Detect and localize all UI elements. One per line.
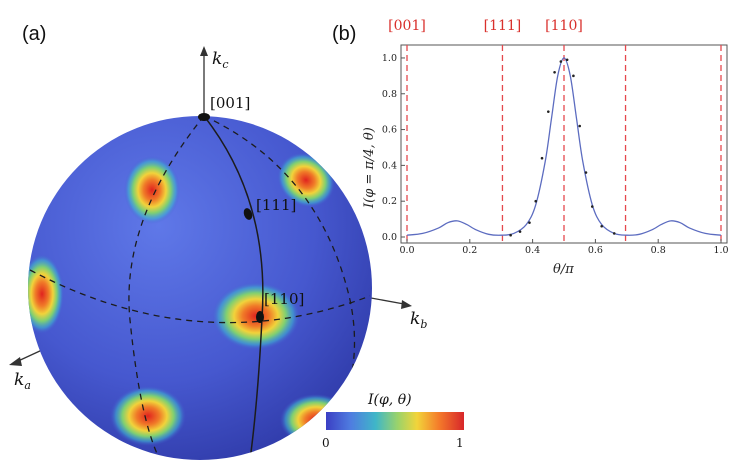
panel-a-label: (a) xyxy=(22,23,46,45)
data-point xyxy=(518,230,522,233)
intensity-plot: [001] [111] [110] 0.0 0.2 0.4 0.6 0.8 1.0 0.0 0.2… xyxy=(362,18,729,277)
kc-axis-label: kc xyxy=(212,49,228,71)
theory-curve xyxy=(406,57,722,236)
colorbar-title: I(φ, θ) xyxy=(367,392,412,408)
label-110: [110] xyxy=(264,290,304,308)
colorbar-gradient xyxy=(326,412,464,430)
vertical-marker-layer: [001] [111] [110] xyxy=(388,18,722,243)
x-tick-label: 0.0 xyxy=(399,245,414,256)
data-point xyxy=(612,232,616,235)
data-points xyxy=(509,58,616,237)
kb-axis-label: kb xyxy=(410,309,427,331)
colorbar-max-label: 1 xyxy=(456,436,464,450)
y-tick-label: 0.2 xyxy=(382,196,397,207)
meridian-dashed-right xyxy=(203,116,356,441)
hotspot xyxy=(124,156,180,224)
data-point xyxy=(584,171,588,174)
data-point xyxy=(528,221,531,224)
kc-axis-arrowhead xyxy=(200,46,208,56)
data-point xyxy=(509,233,512,237)
y-tick-label: 0.8 xyxy=(382,89,397,100)
data-point xyxy=(547,110,550,113)
y-tick-label: 0.6 xyxy=(382,125,397,136)
y-tick-label: 1.0 xyxy=(382,53,397,64)
x-tick-label: 0.4 xyxy=(525,245,540,256)
hotspot xyxy=(28,254,64,334)
plot-frame xyxy=(400,44,728,244)
kb-axis-arrowhead xyxy=(401,300,412,309)
y-tick-label: 0.4 xyxy=(382,160,397,171)
data-point xyxy=(559,60,563,63)
marker-label: [110] xyxy=(545,18,583,34)
data-point xyxy=(534,199,538,203)
x-tick-label: 0.6 xyxy=(588,245,603,256)
data-point xyxy=(590,205,594,208)
tick-layer: 0.0 0.2 0.4 0.6 0.8 1.0 0.0 0.2 0.4 0.6 0.8 1.0 xyxy=(382,53,729,256)
label-001: [001] xyxy=(210,94,250,112)
great-circles xyxy=(29,116,371,460)
meridian-dashed-left xyxy=(128,116,205,460)
ka-axis-label: ka xyxy=(14,370,31,392)
ka-axis-arrowhead xyxy=(9,357,22,366)
data-point xyxy=(553,70,556,74)
data-point xyxy=(565,58,569,62)
meridian-solid xyxy=(203,116,264,460)
marker-111 xyxy=(243,208,253,220)
hotspot xyxy=(212,282,300,350)
x-tick-label: 1.0 xyxy=(713,245,728,256)
colorbar: I(φ, θ) 0 1 xyxy=(322,392,464,450)
data-point xyxy=(600,224,603,228)
data-point xyxy=(572,74,575,78)
marker-001 xyxy=(198,113,210,121)
hotspot xyxy=(277,152,335,208)
colorbar-min-label: 0 xyxy=(322,436,330,450)
marker-110 xyxy=(256,311,264,323)
x-tick-label: 0.8 xyxy=(651,245,666,256)
x-axis-label: θ/π xyxy=(553,262,574,277)
equator-dashed xyxy=(29,269,371,324)
y-tick-label: 0.0 xyxy=(382,232,397,243)
sphere-body xyxy=(28,116,372,460)
data-point xyxy=(540,156,544,160)
x-tick-label: 0.2 xyxy=(462,245,477,256)
panel-b-label: (b) xyxy=(332,23,356,45)
marker-label: [111] xyxy=(484,18,522,34)
y-axis-label: I(φ = π/4, θ) xyxy=(362,127,377,209)
marker-label: [001] xyxy=(388,18,426,34)
hotspot xyxy=(110,386,186,446)
sphere-panel: kc kb ka [001] [1 xyxy=(9,46,427,460)
label-111: [111] xyxy=(256,196,296,214)
data-point xyxy=(578,124,581,128)
